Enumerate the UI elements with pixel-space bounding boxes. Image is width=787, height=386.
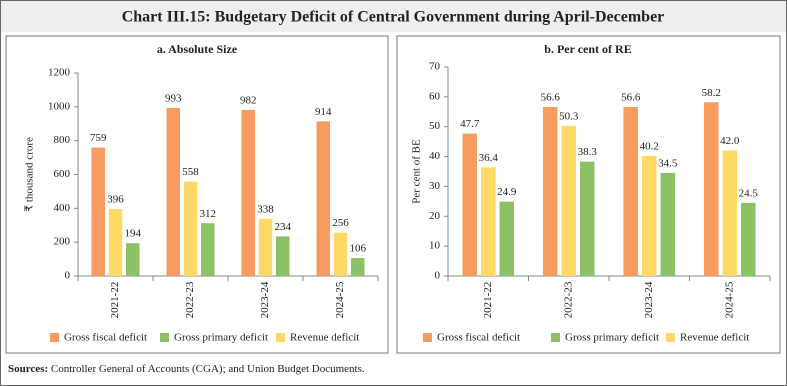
x-tick-label: 2024-25 <box>334 281 346 318</box>
bar <box>542 107 558 276</box>
y-tick-label: 0 <box>435 270 441 282</box>
data-label: 24.9 <box>497 186 517 198</box>
bar <box>241 109 255 277</box>
legend-label: Revenue deficit <box>290 332 359 344</box>
data-label: 24.5 <box>739 187 759 199</box>
legend-swatch <box>276 333 285 342</box>
x-tick-label: 2023-24 <box>259 281 271 318</box>
y-tick-label: 1200 <box>48 67 71 79</box>
data-label: 47.7 <box>460 118 480 130</box>
data-label: 40.2 <box>640 141 659 153</box>
bar <box>351 258 365 276</box>
bar <box>316 121 330 276</box>
data-label: 982 <box>240 94 257 106</box>
data-label: 194 <box>125 228 142 240</box>
data-label: 759 <box>90 132 107 144</box>
y-tick-label: 600 <box>54 168 71 180</box>
sources-label: Sources: <box>8 363 48 375</box>
y-tick-label: 60 <box>429 90 441 102</box>
data-label: 58.2 <box>702 87 721 99</box>
bar <box>660 172 676 276</box>
y-tick-label: 400 <box>54 202 71 214</box>
y-axis-label: Per cent of BE <box>411 139 423 204</box>
data-label: 38.3 <box>578 146 598 158</box>
bar <box>91 147 105 276</box>
data-label: 558 <box>182 166 199 178</box>
data-label: 106 <box>350 243 367 255</box>
data-label: 56.6 <box>621 92 641 104</box>
bar <box>108 209 123 276</box>
x-tick-label: 2022-23 <box>184 281 196 318</box>
bar <box>258 218 273 276</box>
bar <box>481 167 496 276</box>
y-tick-label: 200 <box>54 236 71 248</box>
panel-title: a. Absolute Size <box>157 42 238 56</box>
title-band <box>1 1 786 32</box>
data-label: 56.6 <box>541 92 561 104</box>
y-tick-label: 0 <box>65 270 71 282</box>
y-axis-label: ₹ thousand crore <box>24 137 36 212</box>
legend-label: Revenue deficit <box>680 332 749 344</box>
bar <box>126 243 140 276</box>
bar <box>722 150 737 276</box>
bar <box>741 202 756 276</box>
bar <box>623 107 638 276</box>
legend-label: Gross fiscal deficit <box>64 332 147 344</box>
bar <box>561 125 576 276</box>
page-title: Chart III.15: Budgetary Deficit of Centr… <box>122 9 665 26</box>
bar <box>183 181 198 276</box>
y-tick-label: 800 <box>54 134 71 146</box>
sources-text: Controller General of Accounts (CGA); an… <box>51 363 365 375</box>
data-label: 34.5 <box>658 158 678 170</box>
bar <box>703 102 719 276</box>
y-tick-label: 10 <box>429 240 441 252</box>
data-label: 42.0 <box>720 135 740 147</box>
y-tick-label: 20 <box>429 210 441 222</box>
bar <box>333 232 348 276</box>
data-label: 914 <box>315 106 332 118</box>
bar <box>276 236 290 276</box>
x-tick-label: 2023-24 <box>643 281 655 318</box>
bar <box>580 161 595 276</box>
data-label: 312 <box>200 208 217 220</box>
data-label: 396 <box>107 194 124 206</box>
panel-frame <box>5 35 389 354</box>
data-label: 234 <box>275 221 292 233</box>
legend-swatch <box>50 333 59 342</box>
bar <box>201 223 215 276</box>
bar <box>462 133 477 276</box>
data-label: 36.4 <box>479 152 499 164</box>
legend-label: Gross fiscal deficit <box>437 332 520 344</box>
data-label: 50.3 <box>559 110 579 122</box>
legend-label: Gross primary deficit <box>565 332 659 344</box>
bar <box>166 108 180 276</box>
legend-label: Gross primary deficit <box>174 332 268 344</box>
bar <box>499 201 515 276</box>
x-tick-label: 2021-22 <box>109 282 121 319</box>
legend-swatch <box>551 333 560 342</box>
legend-swatch <box>160 333 169 342</box>
y-tick-label: 50 <box>429 120 441 132</box>
x-tick-label: 2024-25 <box>723 281 735 318</box>
data-label: 993 <box>165 93 182 105</box>
panel-title: b. Per cent of RE <box>544 42 631 56</box>
y-tick-label: 30 <box>429 180 441 192</box>
x-tick-label: 2022-23 <box>562 281 574 318</box>
data-label: 338 <box>257 203 274 215</box>
legend-swatch <box>423 333 432 342</box>
y-tick-label: 70 <box>429 61 441 73</box>
data-label: 256 <box>332 217 349 229</box>
sources: Sources: Controller General of Accounts … <box>8 363 365 375</box>
x-tick-label: 2021-22 <box>482 282 494 319</box>
y-tick-label: 40 <box>429 150 441 162</box>
bar <box>642 155 657 276</box>
panel-frame <box>396 35 781 354</box>
legend-swatch <box>666 333 675 342</box>
y-tick-label: 1000 <box>48 100 71 112</box>
